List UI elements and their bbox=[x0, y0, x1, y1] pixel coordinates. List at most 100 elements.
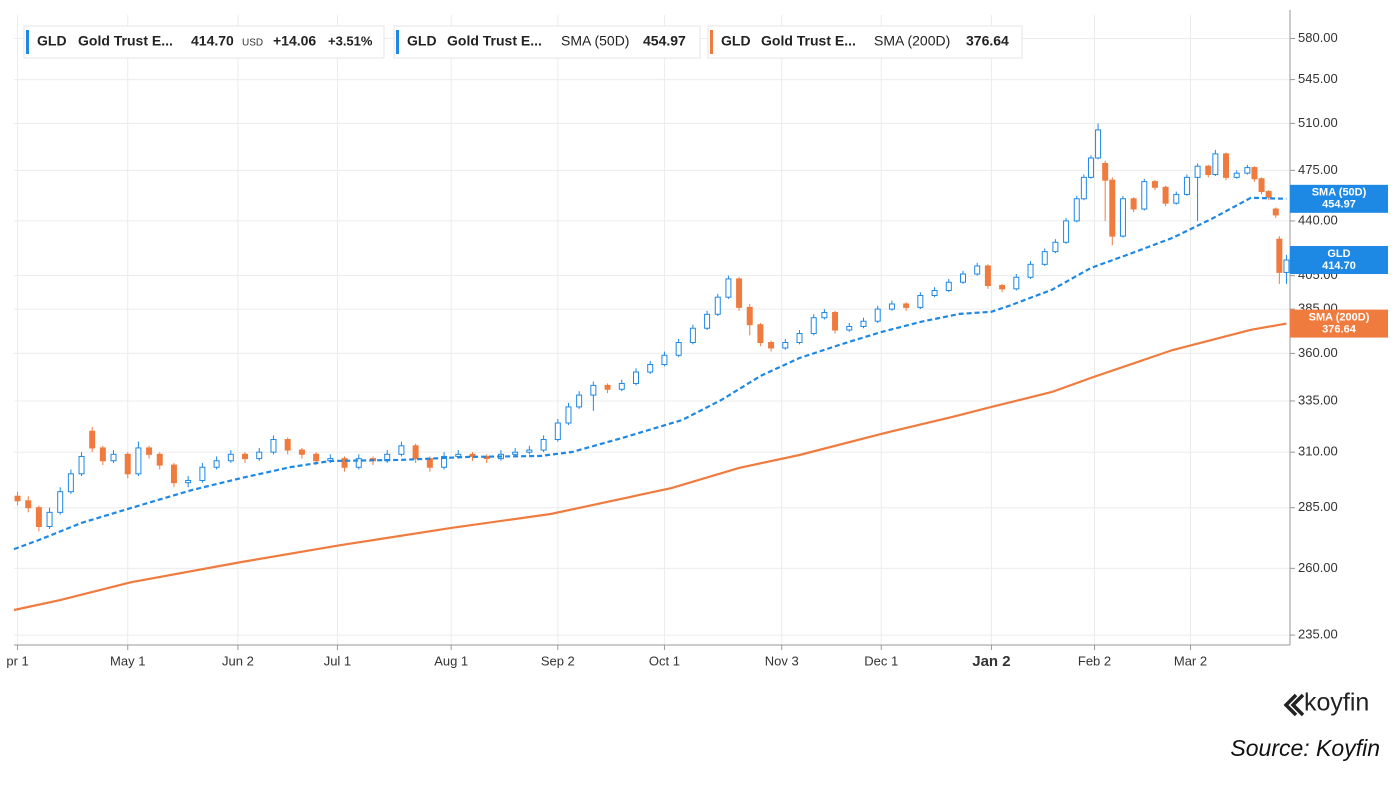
candle bbox=[1223, 152, 1230, 181]
candle-body bbox=[355, 458, 362, 468]
candle bbox=[903, 302, 910, 311]
legend-name: Gold Trust E... bbox=[78, 33, 173, 49]
candle-body bbox=[78, 455, 85, 475]
candle bbox=[1080, 174, 1087, 201]
candle bbox=[540, 435, 547, 453]
logo-icon bbox=[1283, 693, 1305, 717]
x-tick-label: May 1 bbox=[110, 653, 145, 668]
candle bbox=[284, 437, 291, 455]
candle-body bbox=[1173, 193, 1180, 204]
legend-value: 376.64 bbox=[966, 33, 1009, 49]
candle bbox=[647, 360, 654, 374]
candle bbox=[810, 314, 817, 336]
candle-body bbox=[89, 430, 96, 449]
candle bbox=[832, 310, 839, 334]
candle bbox=[25, 496, 32, 513]
candle-body bbox=[170, 464, 177, 484]
candle-body bbox=[1272, 208, 1279, 216]
candle-body bbox=[1244, 167, 1251, 174]
candle bbox=[917, 292, 924, 310]
candle bbox=[1027, 261, 1034, 279]
candle-body bbox=[1258, 178, 1265, 193]
legend-indicator: SMA (50D) bbox=[561, 33, 629, 49]
candle bbox=[782, 338, 789, 350]
candle-body bbox=[1087, 157, 1094, 178]
legend-change: +14.06 bbox=[273, 33, 316, 49]
candle bbox=[99, 445, 106, 466]
price-badge: SMA (200D)376.64 bbox=[1290, 309, 1388, 338]
x-tick-label: Feb 2 bbox=[1078, 653, 1111, 668]
candle bbox=[46, 507, 53, 529]
candle-body bbox=[1080, 176, 1087, 200]
candle-body bbox=[146, 447, 153, 455]
candle-body bbox=[974, 265, 981, 275]
candle-body bbox=[298, 449, 305, 455]
candle bbox=[1087, 155, 1094, 179]
candle-body bbox=[227, 453, 234, 462]
candle-body bbox=[984, 265, 991, 287]
candle bbox=[298, 447, 305, 459]
candle-body bbox=[1223, 153, 1230, 178]
candle bbox=[1141, 178, 1148, 211]
candle-body bbox=[14, 495, 21, 502]
badge-box bbox=[1290, 246, 1388, 275]
candle bbox=[57, 487, 64, 515]
candle-body bbox=[1283, 259, 1290, 273]
candle bbox=[633, 368, 640, 386]
candle bbox=[554, 418, 561, 442]
candle-body bbox=[46, 511, 53, 528]
legend-swatch bbox=[710, 30, 713, 54]
candle bbox=[1063, 217, 1070, 244]
candle-body bbox=[110, 453, 117, 462]
x-tick-label: Nov 3 bbox=[765, 653, 799, 668]
candle bbox=[1233, 170, 1240, 179]
candle bbox=[242, 452, 249, 463]
candle bbox=[110, 450, 117, 463]
plot-background bbox=[14, 15, 1290, 645]
candle-body bbox=[832, 312, 839, 331]
x-tick-label: pr 1 bbox=[6, 653, 28, 668]
candle bbox=[1102, 160, 1109, 221]
candle bbox=[1095, 123, 1102, 160]
y-tick-label: 510.00 bbox=[1298, 115, 1338, 130]
candle bbox=[14, 491, 21, 506]
candle-body bbox=[1194, 165, 1201, 178]
candle bbox=[526, 445, 533, 455]
candle-body bbox=[999, 285, 1006, 290]
candle-body bbox=[647, 364, 654, 373]
x-tick-label: Oct 1 bbox=[649, 653, 680, 668]
y-tick-label: 580.00 bbox=[1298, 30, 1338, 45]
candle bbox=[1151, 180, 1158, 191]
candle-body bbox=[1073, 198, 1080, 222]
candle-body bbox=[689, 327, 696, 344]
legend-symbol: GLD bbox=[37, 33, 67, 49]
candle-body bbox=[590, 384, 597, 396]
y-tick-label: 360.00 bbox=[1298, 345, 1338, 360]
candle bbox=[1272, 207, 1279, 218]
candle bbox=[469, 452, 476, 461]
candle bbox=[67, 469, 74, 494]
candle bbox=[768, 340, 775, 352]
candle-body bbox=[1013, 276, 1020, 290]
candle-body bbox=[903, 303, 910, 308]
candle bbox=[35, 505, 42, 532]
legend-price: 414.70 bbox=[191, 33, 234, 49]
candle bbox=[1244, 164, 1251, 175]
x-tick-label: Jun 2 bbox=[222, 653, 254, 668]
badge-label: SMA (50D) bbox=[1312, 187, 1367, 199]
koyfin-logo: koyfin bbox=[1283, 689, 1369, 717]
candle bbox=[618, 379, 625, 392]
candle-body bbox=[576, 394, 583, 408]
y-tick-label: 545.00 bbox=[1298, 71, 1338, 86]
price-badge: SMA (50D)454.97 bbox=[1290, 184, 1388, 213]
candle bbox=[1052, 239, 1059, 254]
candle-body bbox=[242, 453, 249, 460]
candle-body bbox=[931, 289, 938, 297]
candle bbox=[270, 435, 277, 455]
candle bbox=[960, 270, 967, 284]
candle bbox=[1109, 177, 1116, 246]
candle-body bbox=[35, 507, 42, 528]
candle bbox=[714, 293, 721, 316]
candle bbox=[135, 441, 142, 477]
